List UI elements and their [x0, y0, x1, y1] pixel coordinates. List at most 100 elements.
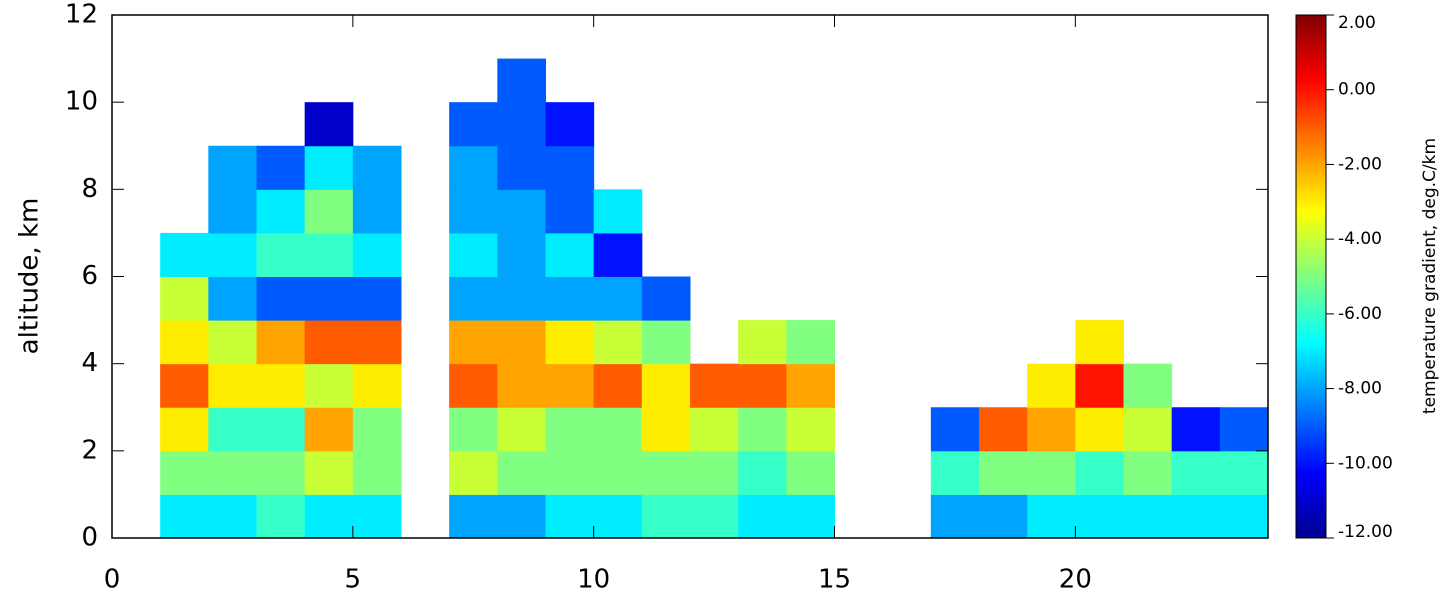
heat-cell	[497, 58, 546, 103]
heat-cell	[738, 494, 787, 539]
colorbar-tick-label: -12.00	[1338, 522, 1393, 542]
heat-cell	[1027, 407, 1076, 452]
heat-cell	[545, 363, 595, 408]
y-tick-label: 4	[81, 348, 98, 378]
heatmap	[160, 58, 1269, 539]
heat-cell	[930, 450, 980, 495]
heat-cell	[449, 145, 498, 190]
heat-cell	[160, 450, 209, 495]
heat-cell	[497, 102, 546, 147]
colorbar-tick-label: 2.00	[1338, 13, 1376, 33]
heat-cell	[449, 450, 498, 495]
y-tick-label: 8	[81, 174, 98, 204]
heat-cell	[304, 189, 354, 234]
heat-cell	[641, 494, 691, 539]
colorbar-tick-label: -8.00	[1338, 379, 1382, 399]
y-tick-label: 2	[81, 435, 98, 465]
heat-cell	[304, 320, 354, 365]
heat-cell	[352, 232, 402, 277]
heat-cell	[497, 189, 546, 234]
heat-cell	[208, 189, 257, 234]
heat-cell	[497, 450, 546, 495]
colorbar-tick-label: -10.00	[1338, 453, 1393, 473]
heat-cell	[1075, 494, 1124, 539]
heat-cell	[641, 363, 691, 408]
heat-cell	[690, 494, 739, 539]
heat-cell	[1219, 407, 1269, 452]
heat-cell	[304, 102, 354, 147]
heat-cell	[545, 232, 595, 277]
heat-cell	[497, 145, 546, 190]
heat-cell	[593, 232, 643, 277]
colorbar-label: temperature gradient, deg.C/km	[1420, 138, 1440, 414]
heat-cell	[304, 363, 354, 408]
heat-cell	[304, 450, 354, 495]
colorbar-tick-label: -6.00	[1338, 304, 1382, 324]
heat-cell	[1027, 363, 1076, 408]
heat-cell	[497, 407, 546, 452]
heat-cell	[979, 450, 1028, 495]
heat-cell	[497, 363, 546, 408]
heat-cell	[449, 189, 498, 234]
x-tick-label: 20	[1059, 565, 1092, 594]
heat-cell	[449, 102, 498, 147]
heat-cell	[1219, 494, 1269, 539]
heat-cell	[641, 407, 691, 452]
heat-cell	[641, 320, 691, 365]
heat-cell	[1123, 407, 1173, 452]
heat-cell	[545, 450, 595, 495]
heat-cell	[256, 145, 306, 190]
heat-cell	[1075, 320, 1124, 365]
heat-cell	[208, 145, 257, 190]
y-tick-label: 6	[81, 261, 98, 291]
heat-cell	[304, 407, 354, 452]
heat-cell	[160, 276, 209, 321]
heat-cell	[256, 494, 306, 539]
heat-cell	[497, 494, 546, 539]
colorbar	[1295, 14, 1327, 539]
heat-cell	[497, 276, 546, 321]
heat-cell	[1171, 494, 1221, 539]
heat-cell	[497, 320, 546, 365]
heat-cell	[352, 407, 402, 452]
heat-cell	[256, 276, 306, 321]
heat-cell	[1027, 450, 1076, 495]
x-tick-label: 10	[577, 565, 610, 594]
heat-cell	[256, 407, 306, 452]
heat-cell	[352, 145, 402, 190]
heat-cell	[1123, 363, 1173, 408]
heat-cell	[545, 320, 595, 365]
heat-cell	[449, 276, 498, 321]
heat-cell	[449, 494, 498, 539]
heat-cell	[256, 450, 306, 495]
heat-cell	[1171, 407, 1221, 452]
heat-cell	[593, 494, 643, 539]
colorbar-tick-label: 0.00	[1338, 80, 1376, 100]
heat-cell	[786, 494, 835, 539]
heat-cell	[160, 494, 209, 539]
heat-cell	[545, 494, 595, 539]
heat-cell	[304, 232, 354, 277]
heat-cell	[352, 189, 402, 234]
heat-cell	[545, 145, 595, 190]
heat-cell	[352, 276, 402, 321]
heat-cell	[1123, 494, 1173, 539]
y-tick-label: 12	[65, 0, 98, 30]
heat-cell	[1075, 407, 1124, 452]
heat-cell	[208, 450, 257, 495]
heat-cell	[545, 276, 595, 321]
heat-cell	[786, 407, 835, 452]
heat-cell	[256, 232, 306, 277]
heat-cell	[930, 494, 980, 539]
heat-cell	[1075, 363, 1124, 408]
heat-cell	[690, 363, 739, 408]
colorbar-tick-label: -4.00	[1338, 229, 1382, 249]
heat-cell	[160, 407, 209, 452]
heat-cell	[930, 407, 980, 452]
heat-cell	[208, 232, 257, 277]
heat-cell	[256, 189, 306, 234]
heat-cell	[449, 363, 498, 408]
heat-cell	[1171, 450, 1221, 495]
heat-cell	[208, 320, 257, 365]
